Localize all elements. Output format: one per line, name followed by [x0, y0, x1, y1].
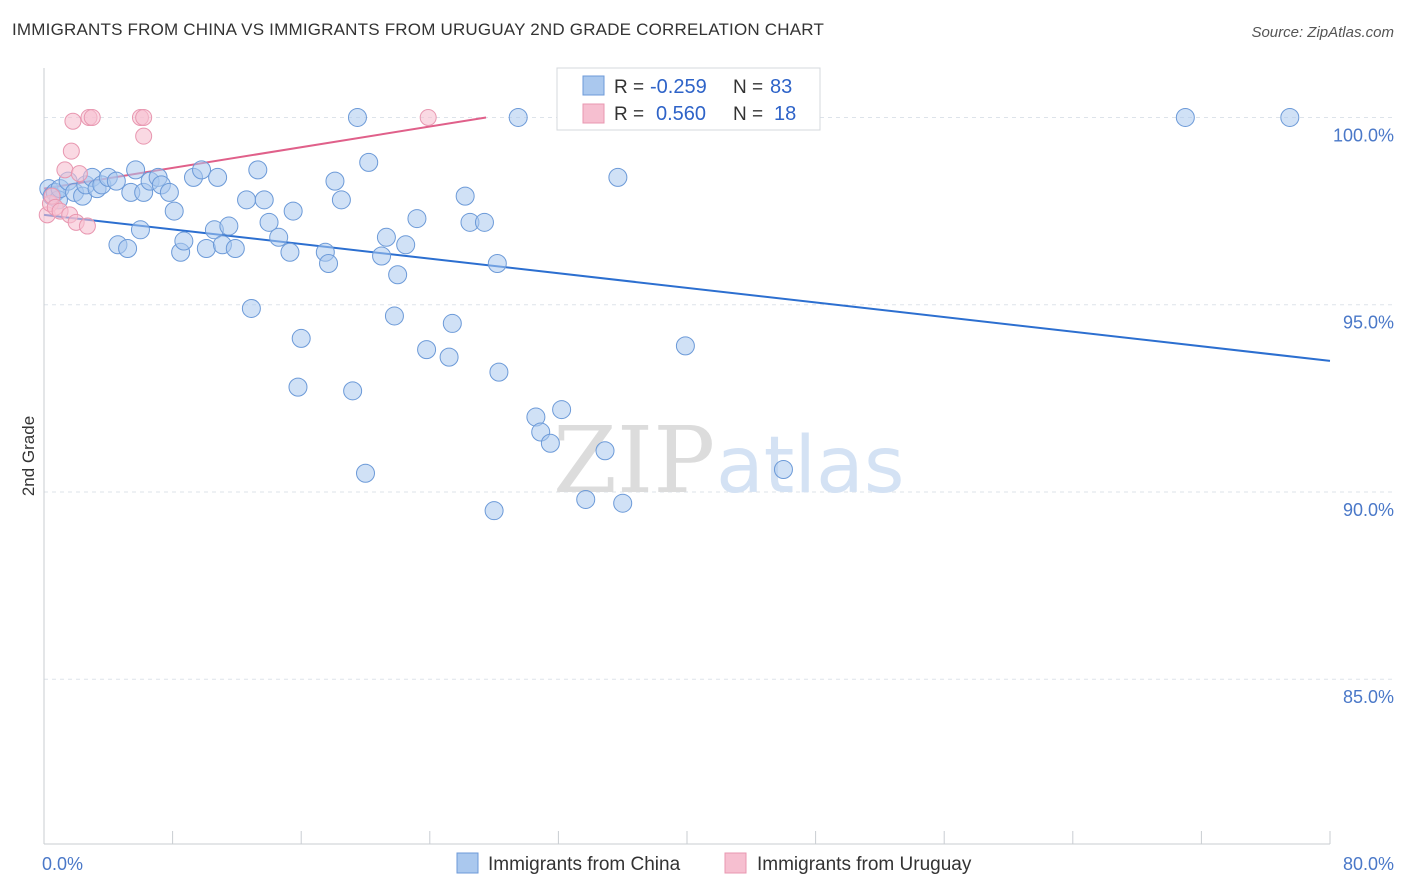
series-legend-uruguay-label: Immigrants from Uruguay	[757, 854, 972, 875]
legend-china-r-label: R =	[614, 77, 644, 98]
x-tick-marks	[43, 831, 1331, 844]
china-trend-line	[43, 213, 1331, 362]
china-point-56	[396, 235, 416, 255]
y-tick-label-85: 85.0%	[1343, 687, 1394, 707]
legend-uruguay-n-label: N =	[733, 104, 763, 125]
x-tick-label-max: 80.0%	[1343, 854, 1394, 874]
china-point-65	[489, 362, 509, 382]
watermark-atlas-text: atlas	[716, 421, 905, 511]
china-point-52	[372, 246, 392, 266]
series-legend-uruguay-swatch	[724, 852, 747, 874]
legend-uruguay-n-value: 18	[774, 103, 796, 125]
legend-china-n-value: 83	[770, 76, 792, 98]
china-point-66	[508, 107, 528, 127]
china-point-53	[376, 227, 396, 247]
china-point-81	[1175, 107, 1195, 127]
china-point-54	[384, 306, 404, 326]
legend-china-swatch	[582, 75, 605, 96]
china-point-31	[208, 167, 228, 187]
series-legend-china-swatch	[456, 852, 479, 874]
china-point-58	[417, 340, 437, 360]
china-point-24	[164, 201, 184, 221]
china-point-69	[540, 433, 560, 453]
uruguay-point-7	[62, 142, 80, 160]
china-point-76	[675, 336, 695, 356]
uruguay-point-15	[135, 108, 153, 126]
x-tick-label-min: 0.0%	[42, 854, 83, 874]
china-point-44	[288, 377, 308, 397]
china-point-49	[347, 107, 367, 127]
uruguay-point-16	[135, 127, 153, 145]
uruguay-point-11	[78, 217, 96, 235]
china-point-37	[248, 160, 268, 180]
china-point-80	[356, 463, 375, 483]
source-attribution: Source: ZipAtlas.com	[1251, 24, 1394, 41]
china-point-34	[225, 239, 245, 259]
china-point-41	[280, 242, 300, 262]
china-point-13	[106, 171, 126, 191]
y-tick-label-95: 95.0%	[1343, 313, 1394, 333]
uruguay-point-8	[64, 112, 82, 130]
china-point-72	[576, 489, 596, 509]
china-point-70	[552, 400, 572, 420]
china-point-39	[259, 212, 279, 232]
uruguay-point-5	[56, 161, 74, 179]
china-point-36	[241, 298, 261, 318]
y-tick-labels: 100.0% 95.0% 90.0% 85.0%	[1333, 125, 1394, 707]
china-point-28	[192, 160, 212, 180]
legend-china-r-value: -0.259	[650, 76, 707, 98]
legend-uruguay-r-label: R =	[614, 104, 644, 125]
uruguay-point-10	[70, 165, 88, 183]
y-tick-label-100: 100.0%	[1333, 125, 1394, 145]
y-axis-label: 2nd Grade	[19, 416, 38, 496]
china-point-57	[407, 209, 427, 229]
uruguay-points	[38, 108, 437, 235]
china-point-35	[237, 190, 257, 210]
legend-uruguay-swatch	[582, 103, 605, 124]
china-point-43	[291, 328, 311, 348]
uruguay-point-13	[83, 108, 101, 126]
china-point-79	[484, 501, 504, 521]
zipatlas-watermark: ZIP atlas	[553, 407, 905, 514]
china-point-82	[1280, 107, 1300, 127]
china-point-60	[442, 313, 462, 333]
correlation-legend: R = -0.259 N = 83 R = 0.560 N = 18	[556, 67, 821, 131]
chart-title: IMMIGRANTS FROM CHINA VS IMMIGRANTS FROM…	[12, 20, 825, 39]
china-point-73	[595, 441, 615, 461]
series-legend: Immigrants from China Immigrants from Ur…	[456, 852, 972, 875]
china-points	[39, 107, 1300, 521]
china-point-48	[331, 190, 351, 210]
china-point-63	[474, 212, 494, 232]
china-point-15	[118, 239, 138, 259]
china-point-23	[159, 182, 179, 202]
china-point-33	[219, 216, 239, 236]
china-point-17	[126, 160, 146, 180]
china-point-59	[439, 347, 459, 367]
china-point-55	[388, 265, 408, 285]
china-point-18	[130, 220, 150, 240]
china-point-47	[325, 171, 345, 191]
china-point-42	[283, 201, 303, 221]
china-point-51	[359, 152, 379, 172]
china-point-29	[196, 239, 216, 259]
legend-china-n-label: N =	[733, 77, 763, 98]
series-legend-china-label: Immigrants from China	[488, 854, 681, 875]
china-point-78	[773, 459, 793, 479]
china-point-75	[613, 493, 633, 513]
china-point-26	[174, 231, 194, 251]
legend-uruguay-r-value: 0.560	[656, 103, 706, 125]
y-tick-label-90: 90.0%	[1343, 500, 1394, 520]
china-point-46	[319, 254, 339, 274]
china-point-50	[343, 381, 363, 401]
china-point-38	[254, 190, 274, 210]
china-point-74	[608, 167, 628, 187]
china-point-40	[269, 227, 289, 247]
china-point-61	[455, 186, 475, 206]
china-point-64	[487, 254, 507, 274]
uruguay-point-17	[419, 108, 437, 126]
